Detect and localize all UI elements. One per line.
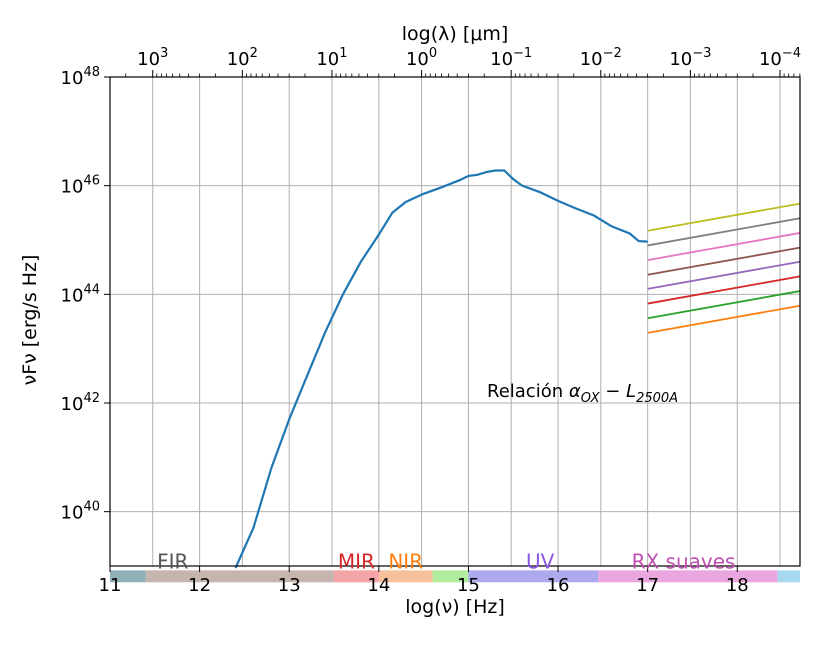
xray-line-2 xyxy=(647,232,801,261)
band-1 xyxy=(145,570,335,583)
top-tick-label-3: 100 xyxy=(406,46,437,70)
top-axis-label: log(λ) [μm] xyxy=(402,23,509,45)
sed-curve xyxy=(234,169,648,569)
y-tick-label-2: 1044 xyxy=(61,282,100,306)
y-tick-label-4: 1048 xyxy=(61,65,100,89)
y-tick-label-1-exp: 42 xyxy=(83,391,100,406)
top-tick-label-7-base: 10 xyxy=(759,49,782,70)
top-tick-label-6-base: 10 xyxy=(669,49,692,70)
y-tick-label-4-base: 10 xyxy=(61,68,84,89)
xray-line-1 xyxy=(647,217,801,247)
top-tick-label-1-exp: 2 xyxy=(250,46,258,61)
top-tick-label-6: 10−3 xyxy=(669,46,711,70)
y-tick-label-2-exp: 44 xyxy=(83,282,100,297)
y-tick-label-1: 1042 xyxy=(61,391,100,415)
alpha-ox-annotation: Relación αOX − L2500A xyxy=(487,381,678,406)
top-tick-label-0-base: 10 xyxy=(137,49,160,70)
top-tick-label-1: 102 xyxy=(227,46,258,70)
annotation-alpha: α xyxy=(569,381,581,402)
band-4 xyxy=(432,570,469,583)
y-tick-label-3-exp: 46 xyxy=(83,174,100,189)
x-tick-label-2: 13 xyxy=(278,575,301,596)
top-tick-label-2-base: 10 xyxy=(316,49,339,70)
band-label-1: MIR xyxy=(338,549,375,573)
top-tick-label-2-exp: 1 xyxy=(339,46,347,61)
y-tick-label-2-base: 10 xyxy=(61,285,84,306)
x-tick-label-1: 12 xyxy=(188,575,211,596)
x-tick-label-0: 11 xyxy=(99,575,122,596)
band-2 xyxy=(334,570,379,583)
band-label-3: UV xyxy=(526,549,555,573)
y-tick-label-0-base: 10 xyxy=(61,503,84,524)
annotation-L: L xyxy=(626,381,636,402)
top-tick-label-1-base: 10 xyxy=(227,49,250,70)
top-tick-label-0-exp: 3 xyxy=(160,46,168,61)
top-tick-label-2: 101 xyxy=(316,46,347,70)
top-tick-label-7-exp: −4 xyxy=(782,46,801,61)
y-tick-label-3: 1046 xyxy=(61,174,100,198)
band-6 xyxy=(598,570,778,583)
tick-marks xyxy=(104,70,801,572)
band-label-4: RX suaves xyxy=(632,549,736,573)
data-lines xyxy=(234,169,801,569)
x-tick-label-7: 18 xyxy=(726,575,749,596)
spectral-bands xyxy=(110,570,800,583)
x-tick-label-3: 14 xyxy=(367,575,390,596)
top-tick-label-4: 10−1 xyxy=(490,46,532,70)
top-tick-label-3-exp: 0 xyxy=(429,46,437,61)
top-tick-label-6-exp: −3 xyxy=(692,46,711,61)
y-tick-label-4-exp: 48 xyxy=(83,65,100,80)
top-tick-label-5: 10−2 xyxy=(580,46,622,70)
x-tick-label-5: 16 xyxy=(547,575,570,596)
annotation-minus: − xyxy=(600,381,627,402)
band-5 xyxy=(468,570,599,583)
y-tick-label-0: 1040 xyxy=(61,500,100,524)
annotation-L-sub: 2500A xyxy=(636,391,678,406)
x-axis-label: log(ν) [Hz] xyxy=(405,596,505,618)
xray-line-4 xyxy=(647,260,801,290)
band-labels: FIR MIR NIR UV RX suaves xyxy=(157,549,735,573)
band-label-0: FIR xyxy=(157,549,188,573)
band-7 xyxy=(777,570,800,583)
xray-line-6 xyxy=(647,290,801,320)
x-tick-label-4: 15 xyxy=(457,575,480,596)
x-tick-label-6: 17 xyxy=(636,575,659,596)
top-tick-label-7: 10−4 xyxy=(759,46,801,70)
top-tick-label-0: 103 xyxy=(137,46,168,70)
xray-line-3 xyxy=(647,246,801,276)
top-tick-label-5-base: 10 xyxy=(580,49,603,70)
top-tick-label-4-exp: −1 xyxy=(513,46,532,61)
y-tick-label-0-exp: 40 xyxy=(83,500,100,515)
band-3 xyxy=(378,570,433,583)
xray-line-5 xyxy=(647,275,801,305)
xray-line-0 xyxy=(647,202,801,232)
band-0 xyxy=(110,570,146,583)
grid-lines xyxy=(109,76,800,566)
y-tick-label-3-base: 10 xyxy=(61,177,84,198)
plot-frame xyxy=(109,76,801,567)
xray-line-7 xyxy=(647,304,801,334)
annotation-alpha-sub: OX xyxy=(581,391,601,406)
y-tick-label-1-base: 10 xyxy=(61,394,84,415)
annotation-prefix: Relación xyxy=(487,381,569,402)
y-axis-label: νFν [erg/s Hz] xyxy=(19,255,41,386)
top-tick-label-5-exp: −2 xyxy=(603,46,622,61)
top-tick-label-4-base: 10 xyxy=(490,49,513,70)
band-label-2: NIR xyxy=(388,549,423,573)
top-tick-label-3-base: 10 xyxy=(406,49,429,70)
